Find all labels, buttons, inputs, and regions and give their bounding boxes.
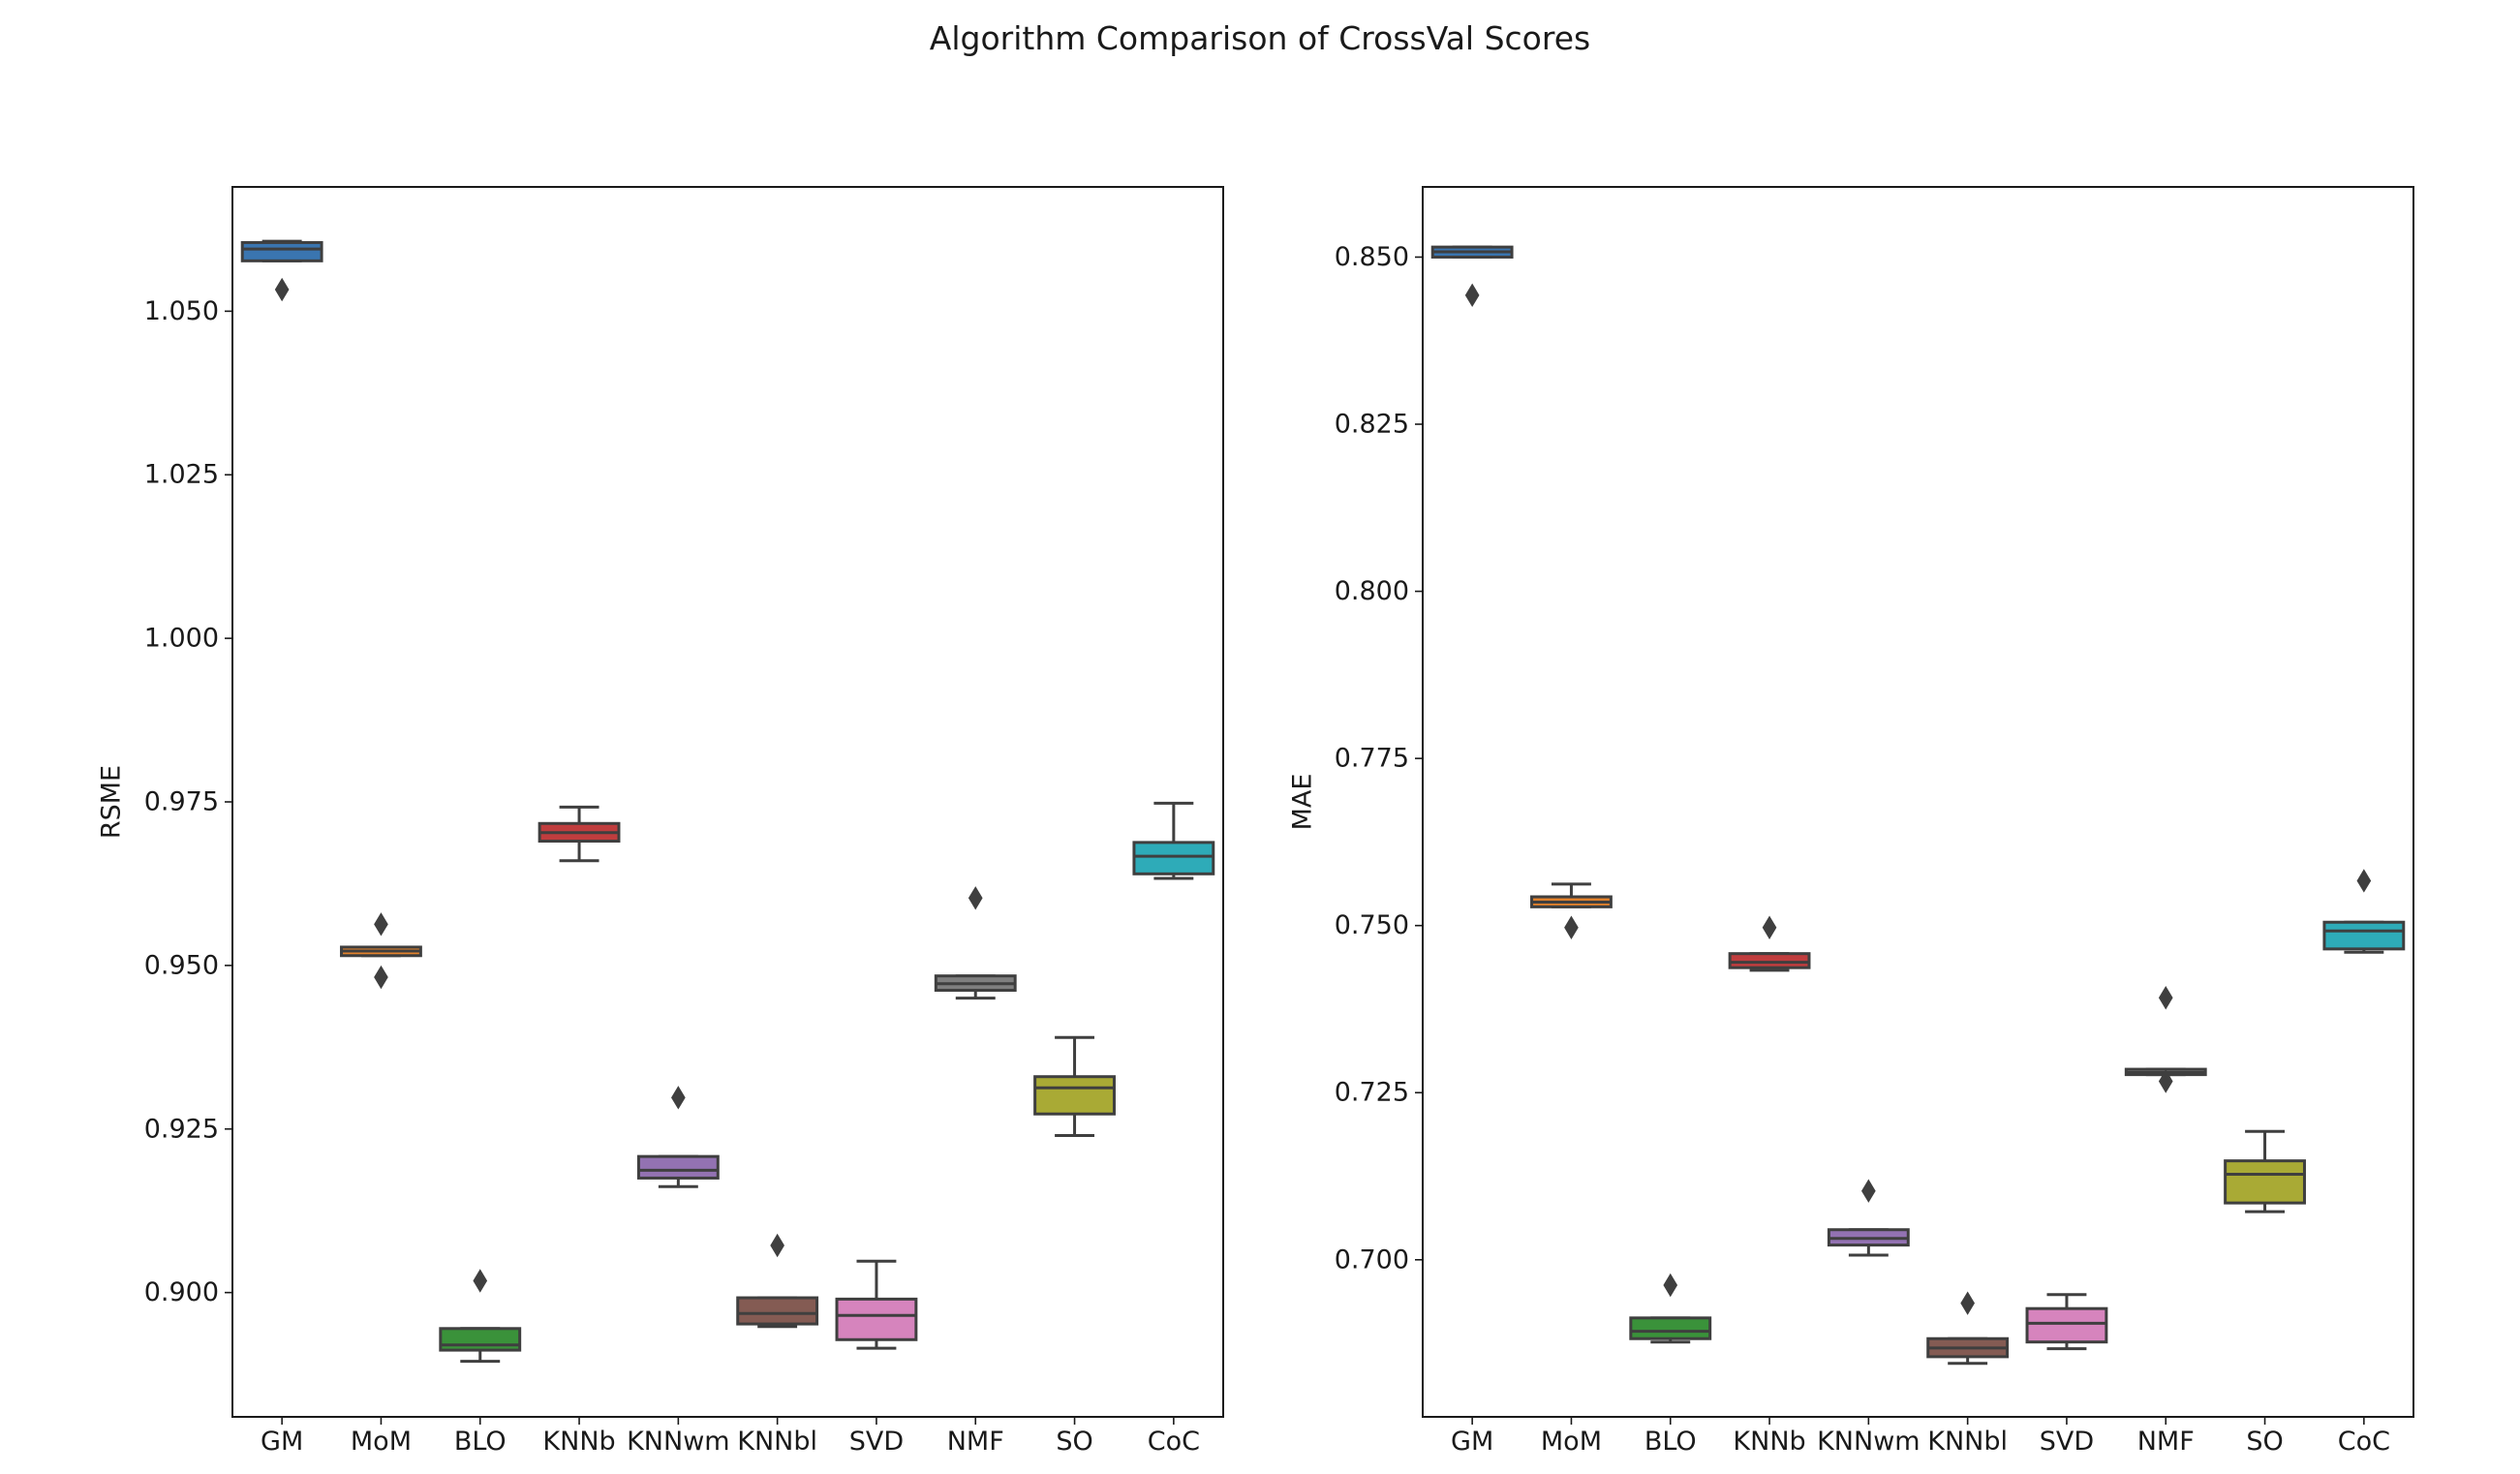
y-tick-label: 0.950 <box>144 950 219 980</box>
y-tick-label: 0.825 <box>1335 410 1409 440</box>
x-tick-label: GM <box>261 1427 303 1457</box>
x-tick-label: SO <box>1056 1427 1092 1457</box>
outlier-marker <box>374 912 388 937</box>
box-MoM <box>340 912 422 990</box>
outlier-marker <box>1762 915 1777 939</box>
x-tick-label: KNNbl <box>737 1427 817 1457</box>
box-body <box>240 240 323 262</box>
outlier-marker <box>1663 1273 1678 1298</box>
x-tick-label: GM <box>1451 1427 1493 1457</box>
box-CoC <box>2322 869 2406 954</box>
box-SO <box>2224 1129 2306 1213</box>
y-tick-label: 0.925 <box>144 1114 219 1144</box>
outlier-marker <box>770 1233 784 1258</box>
y-axis-label: RSME <box>97 765 127 839</box>
y-tick-label: 0.775 <box>1335 744 1409 774</box>
axes-frame <box>1422 186 2414 1418</box>
x-tick-label: KNNwm <box>1817 1427 1920 1457</box>
box-body <box>2224 1159 2306 1205</box>
outlier-marker <box>2158 1069 2173 1093</box>
x-tick-label: SO <box>2246 1427 2283 1457</box>
box-NMF <box>2124 986 2207 1093</box>
box-KNNbl <box>736 1233 819 1329</box>
box-GM <box>240 239 323 302</box>
x-tick-label: MoM <box>351 1427 412 1457</box>
box-body <box>1728 952 1811 969</box>
x-tick-label: SVD <box>849 1427 904 1457</box>
y-tick-label: 0.700 <box>1335 1244 1409 1274</box>
box-SVD <box>835 1259 918 1350</box>
box-body <box>835 1297 918 1341</box>
box-KNNwm <box>636 1086 720 1188</box>
outlier-marker <box>1861 1179 1876 1203</box>
y-axis-label: MAE <box>1288 774 1318 831</box>
box-body <box>1629 1316 1712 1340</box>
y-tick-label: 0.750 <box>1335 910 1409 940</box>
x-tick-label: KNNb <box>1733 1427 1805 1457</box>
x-tick-label: CoC <box>2338 1427 2390 1457</box>
box-KNNbl <box>1926 1291 2010 1366</box>
box-KNNwm <box>1827 1179 1910 1257</box>
figure-title: Algorithm Comparison of CrossVal Scores <box>929 19 1591 57</box>
box-body <box>439 1327 522 1352</box>
box-body <box>2025 1306 2108 1344</box>
outlier-marker <box>968 886 983 910</box>
x-tick-label: MoM <box>1541 1427 1602 1457</box>
x-tick-label: BLO <box>1644 1427 1697 1457</box>
y-tick-label: 0.850 <box>1335 242 1409 272</box>
outlier-marker <box>274 277 290 302</box>
box-CoC <box>1132 801 1215 880</box>
y-tick-label: 1.050 <box>144 296 219 326</box>
y-tick-label: 1.000 <box>144 624 219 654</box>
outlier-marker <box>374 965 388 990</box>
box-NMF <box>934 886 1017 1000</box>
x-tick-label: NMF <box>947 1427 1004 1457</box>
y-tick-label: 1.025 <box>144 460 219 490</box>
x-tick-label: BLO <box>454 1427 507 1457</box>
x-tick-label: CoC <box>1148 1427 1200 1457</box>
box-body <box>2322 920 2406 951</box>
box-BLO <box>1629 1273 1712 1344</box>
x-tick-label: KNNwm <box>627 1427 729 1457</box>
box-body <box>636 1154 720 1180</box>
box-body <box>736 1296 819 1326</box>
axes-frame <box>231 186 1224 1418</box>
box-KNNb <box>538 805 621 863</box>
x-tick-label: SVD <box>2040 1427 2094 1457</box>
outlier-marker <box>671 1086 686 1110</box>
outlier-marker <box>1960 1291 1975 1315</box>
box-body <box>1033 1075 1116 1116</box>
box-MoM <box>1530 882 1613 939</box>
x-tick-label: NMF <box>2137 1427 2195 1457</box>
x-tick-label: KNNb <box>542 1427 615 1457</box>
box-KNNb <box>1728 915 1811 972</box>
outlier-marker <box>1464 283 1480 308</box>
box-SO <box>1033 1035 1116 1138</box>
subplot-1: 0.900 0.925 0.950 0.975 1.000 1.025 1.050 RSME G… <box>97 186 1224 1457</box>
box-SVD <box>2025 1293 2108 1351</box>
outlier-marker <box>2158 986 2173 1010</box>
outlier-marker <box>2356 869 2372 893</box>
box-body <box>1132 841 1215 875</box>
y-tick-label: 0.975 <box>144 787 219 817</box>
box-GM <box>1430 245 1514 308</box>
subplot-2: 0.700 0.725 0.750 0.775 0.800 0.825 0.850 MAE GM… <box>1288 186 2414 1457</box>
y-tick-label: 0.800 <box>1335 576 1409 606</box>
box-BLO <box>439 1269 522 1364</box>
y-tick-label: 0.725 <box>1335 1078 1409 1108</box>
x-tick-label: KNNbl <box>1927 1427 2008 1457</box>
y-tick-label: 0.900 <box>144 1277 219 1307</box>
outlier-marker <box>473 1269 488 1293</box>
outlier-marker <box>1564 915 1579 939</box>
